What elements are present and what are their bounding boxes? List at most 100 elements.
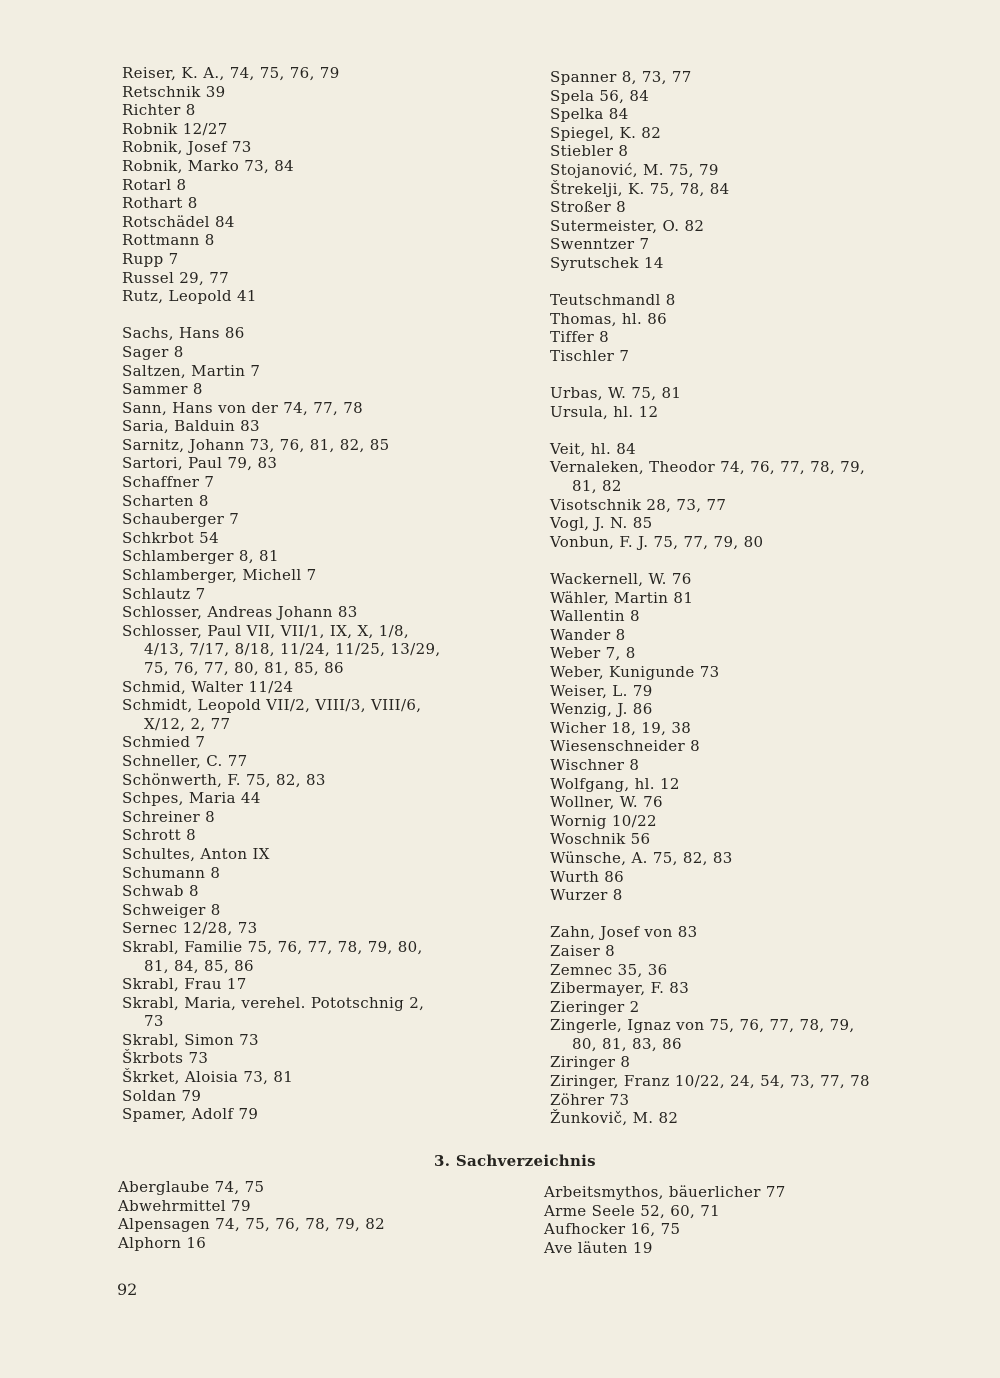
index-entry-continuation: 81, 84, 85, 86: [144, 956, 254, 975]
index-entry: Wolfgang, hl. 12: [550, 774, 680, 793]
index-entry: Vogl, J. N. 85: [550, 514, 653, 533]
index-entry: Wallentin 8: [550, 607, 640, 626]
index-entry: Stiebler 8: [550, 142, 629, 161]
index-letter-group: Reiser, K. A., 74, 75, 76, 79 Retschnik 3…: [122, 64, 440, 306]
index-entry: Rothart 8: [122, 194, 198, 213]
index-entry: Robnik, Marko 73, 84: [122, 156, 295, 175]
subject-index-left-column: Aberglaube 74, 75 Abwehrmittel 79 Alpens…: [118, 1178, 385, 1252]
index-entry: Schlamberger, Michell 7: [122, 566, 317, 585]
index-entry: Weber 7, 8: [550, 644, 636, 663]
index-entry: Sutermeister, O. 82: [550, 216, 705, 235]
index-entry: Vonbun, F. J. 75, 77, 79, 80: [550, 532, 764, 551]
person-index-right-column: Spanner 8, 73, 77 Spela 56, 84 Spelka 84 Sp…: [550, 68, 870, 1146]
index-entry: Schlautz 7: [122, 584, 206, 603]
index-entry: Skrabl, Familie 75, 76, 77, 78, 79, 80,: [122, 937, 423, 956]
index-entry: Tischler 7: [550, 346, 630, 365]
index-entry: Russel 29, 77: [122, 268, 230, 287]
index-entry: Weiser, L. 79: [550, 681, 653, 700]
index-letter-group: Teutschmandl 8 Thomas, hl. 86 Tiffer 8 Tisc…: [550, 291, 870, 365]
index-entry: Wurth 86: [550, 867, 624, 886]
index-entry: Zingerle, Ignaz von 75, 76, 77, 78, 79,: [550, 1016, 855, 1035]
index-entry: Sernec 12/28, 73: [122, 919, 258, 938]
index-entry: Rottmann 8: [122, 231, 215, 250]
index-entry: Weber, Kunigunde 73: [550, 663, 720, 681]
index-entry: Schlosser, Paul VII, VII/1, IX, X, 1/8,: [122, 621, 410, 640]
index-entry: Robnik 12/27: [122, 119, 228, 138]
index-entry: Schkrbot 54: [122, 528, 219, 547]
index-entry: Zaiser 8: [550, 941, 616, 960]
index-entry: Aberglaube 74, 75: [118, 1178, 265, 1196]
index-entry: Škrket, Aloisia 73, 81: [122, 1068, 294, 1087]
index-entry: Veit, hl. 84: [550, 439, 636, 458]
index-entry: Wischner 8: [550, 755, 640, 774]
index-entry: Schlamberger 8, 81: [122, 547, 279, 566]
index-entry: Reiser, K. A., 74, 75, 76, 79: [122, 64, 340, 82]
index-entry-continuation: 4/13, 7/17, 8/18, 11/24, 11/25, 13/29,: [144, 640, 441, 659]
index-entry: Wiesenschneider 8: [550, 737, 701, 756]
index-entry: Alphorn 16: [118, 1233, 207, 1252]
index-entry: Schweiger 8: [122, 900, 221, 919]
index-entry: Thomas, hl. 86: [550, 309, 668, 328]
index-entry: Syrutschek 14: [550, 253, 664, 272]
index-entry: Retschnik 39: [122, 82, 226, 101]
index-entry: Sarnitz, Johann 73, 76, 81, 82, 85: [122, 435, 390, 454]
index-entry: Schaffner 7: [122, 473, 215, 492]
index-letter-group: Veit, hl. 84 Vernaleken, Theodor 74, 76, …: [550, 440, 870, 552]
index-letter-group: Sachs, Hans 86 Sager 8 Saltzen, Martin 7 Sa…: [122, 324, 440, 1124]
index-entry: Schauberger 7: [122, 510, 240, 529]
index-entry: Sann, Hans von der 74, 77, 78: [122, 398, 364, 417]
index-entry: Stroßer 8: [550, 198, 627, 217]
index-entry: Schmied 7: [122, 733, 206, 752]
index-entry: Schpes, Maria 44: [122, 789, 261, 808]
index-entry: Žunkovič, M. 82: [550, 1109, 679, 1128]
subject-index-right-column: Arbeitsmythos, bäuerlicher 77 Arme Seele…: [544, 1183, 786, 1257]
index-entry: Zemnec 35, 36: [550, 960, 668, 979]
index-entry: Abwehrmittel 79: [118, 1196, 251, 1215]
index-entry: Zieringer 2: [550, 997, 640, 1016]
index-entry: Schumann 8: [122, 863, 221, 882]
index-entry: Wicher 18, 19, 38: [550, 718, 692, 737]
index-entry: Arbeitsmythos, bäuerlicher 77: [544, 1183, 786, 1201]
index-entry: Schmidt, Leopold VII/2, VIII/3, VIII/6,: [122, 696, 422, 715]
index-entry: Schreiner 8: [122, 807, 216, 826]
index-entry: Wurzer 8: [550, 886, 623, 905]
index-entry: Stojanović, M. 75, 79: [550, 160, 719, 179]
index-entry: Rupp 7: [122, 249, 179, 268]
index-entry: Skrabl, Frau 17: [122, 975, 247, 994]
index-entry: Wackernell, W. 76: [550, 570, 692, 589]
index-entry: Teutschmandl 8: [550, 291, 676, 310]
index-entry: Ziringer 8: [550, 1053, 631, 1072]
index-entry: Ursula, hl. 12: [550, 402, 659, 421]
index-entry: Zahn, Josef von 83: [550, 923, 698, 942]
index-entry-continuation: 73: [144, 1012, 164, 1031]
index-entry: Wander 8: [550, 625, 626, 644]
index-entry: Arme Seele 52, 60, 71: [544, 1201, 721, 1220]
index-entry: Wenzig, J. 86: [550, 700, 653, 719]
index-entry: Wähler, Martin 81: [550, 588, 694, 607]
index-entry: Vernaleken, Theodor 74, 76, 77, 78, 79,: [550, 458, 866, 477]
index-entry: Spelka 84: [550, 105, 629, 124]
index-entry: Schneller, C. 77: [122, 751, 248, 770]
index-entry: Rutz, Leopold 41: [122, 287, 257, 306]
index-entry: Wollner, W. 76: [550, 793, 663, 812]
index-entry: Rotarl 8: [122, 175, 187, 194]
index-entry: Tiffer 8: [550, 328, 610, 347]
index-entry: Spela 56, 84: [550, 86, 650, 105]
index-entry: Skrabl, Simon 73: [122, 1030, 259, 1049]
index-entry: Spamer, Adolf 79: [122, 1105, 259, 1124]
index-entry: Schrott 8: [122, 826, 197, 845]
index-entry: Spanner 8, 73, 77: [550, 68, 692, 86]
index-entry: Zöhrer 73: [550, 1090, 630, 1109]
index-entry: Skrabl, Maria, verehel. Pototschnig 2,: [122, 993, 425, 1012]
index-entry-continuation: X/12, 2, 77: [144, 714, 231, 733]
index-entry-continuation: 81, 82: [572, 477, 622, 496]
index-entry: Škrbots 73: [122, 1049, 209, 1068]
index-entry: Visotschnik 28, 73, 77: [550, 495, 727, 514]
index-entry: Robnik, Josef 73: [122, 138, 252, 157]
index-letter-group: Spanner 8, 73, 77 Spela 56, 84 Spelka 84 Sp…: [550, 68, 870, 273]
index-letter-group: Zahn, Josef von 83 Zaiser 8 Zemnec 35, 36 Z…: [550, 923, 870, 1128]
index-entry: Schlosser, Andreas Johann 83: [122, 603, 358, 622]
index-entry: Saria, Balduin 83: [122, 417, 260, 436]
index-entry: Rotschädel 84: [122, 212, 235, 231]
index-entry: Schwab 8: [122, 882, 199, 901]
